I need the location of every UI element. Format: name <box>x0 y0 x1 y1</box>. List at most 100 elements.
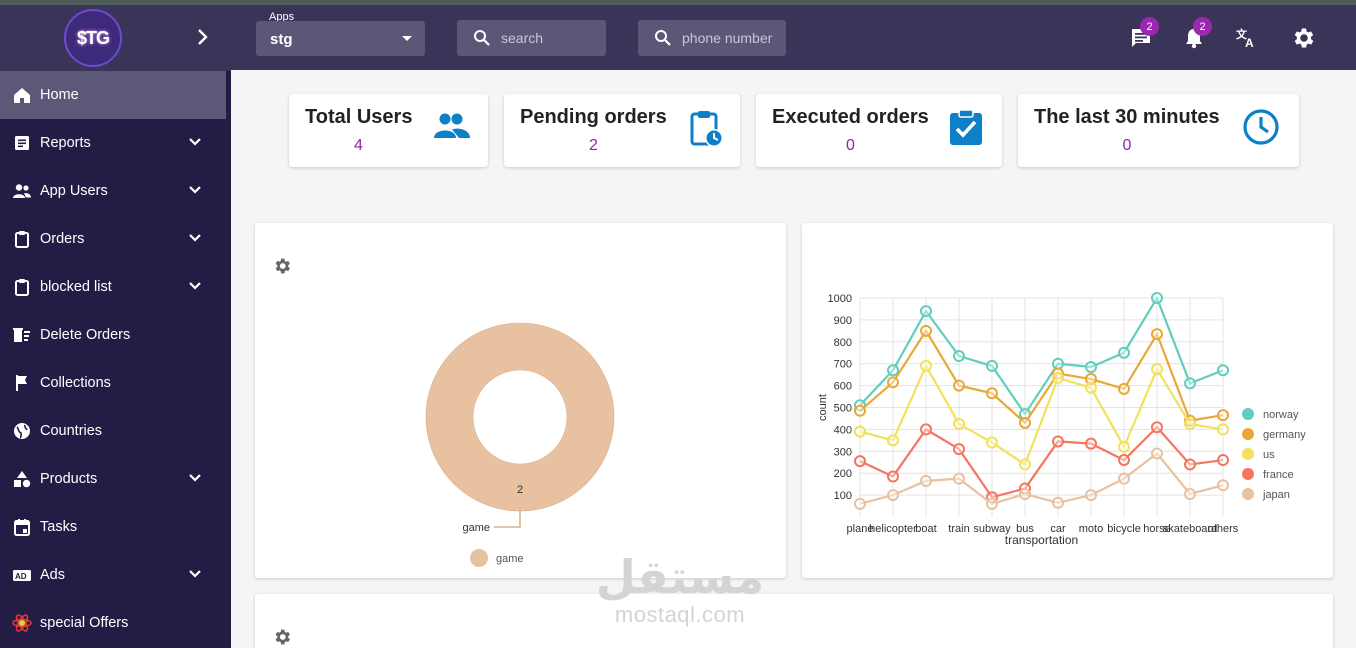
data-point-us <box>1085 381 1097 394</box>
notifications-button[interactable]: 2 <box>1181 17 1212 51</box>
dropdown-arrow-icon <box>402 36 412 41</box>
series-line-japan <box>859 451 1224 506</box>
chevron-down-icon[interactable] <box>188 279 202 295</box>
legend-label-japan: japan <box>1262 489 1290 501</box>
chevron-down-icon[interactable] <box>188 183 202 199</box>
data-point-japan <box>1217 479 1229 492</box>
stat-card-pending-orders: Pending orders 2 <box>504 94 740 167</box>
data-point-germany <box>854 404 866 417</box>
translate-icon: 文A <box>1236 27 1254 49</box>
data-point-france <box>887 470 899 483</box>
legend-label-norway: norway <box>1263 409 1299 421</box>
home-icon <box>12 85 32 105</box>
sidebar-item-blocked-list[interactable]: blocked list <box>0 263 231 311</box>
sidebar-item-reports[interactable]: Reports <box>0 119 231 167</box>
sidebar-item-ads[interactable]: AD Ads <box>0 551 231 599</box>
notifications-badge: 2 <box>1193 17 1212 36</box>
sidebar-item-label: Orders <box>40 231 85 247</box>
legend-swatch-japan <box>1242 488 1254 500</box>
data-point-us <box>953 417 965 430</box>
messages-badge: 2 <box>1140 17 1159 36</box>
stat-value: 2 <box>589 137 598 154</box>
gear-icon[interactable] <box>272 627 292 647</box>
messages-button[interactable]: 2 <box>1128 17 1159 51</box>
chevron-down-icon[interactable] <box>188 471 202 487</box>
data-point-us <box>986 436 998 449</box>
watermark: مستقل mostaql.com <box>595 552 765 628</box>
search-input[interactable]: search <box>457 20 606 56</box>
stat-card-executed-orders: Executed orders 0 <box>756 94 1002 167</box>
stat-card-the-last-30-minutes: The last 30 minutes 0 <box>1018 94 1299 167</box>
stat-title: Pending orders <box>520 106 667 128</box>
svg-text:A: A <box>1245 36 1254 49</box>
phone-number-input[interactable]: phone number <box>638 20 786 56</box>
clipboard-icon <box>12 229 32 249</box>
chevron-down-icon[interactable] <box>188 135 202 151</box>
stat-value: 4 <box>354 137 363 154</box>
top-strip <box>0 0 1356 5</box>
svg-text:文: 文 <box>1236 27 1248 41</box>
data-point-japan <box>920 474 932 487</box>
svg-text:AD: AD <box>15 572 27 581</box>
app-logo[interactable]: $TG <box>64 9 122 67</box>
stat-value: 0 <box>1122 137 1132 154</box>
stat-title: Total Users <box>305 106 413 128</box>
legend-label-us: us <box>1263 449 1275 461</box>
y-tick-label: 500 <box>834 403 852 415</box>
stat-card-total-users: Total Users 4 <box>289 94 488 167</box>
data-point-germany <box>920 324 932 337</box>
data-point-france <box>953 443 965 456</box>
chevron-down-icon[interactable] <box>188 231 202 247</box>
data-point-germany <box>1217 409 1229 422</box>
x-tick-label: car <box>1050 523 1066 535</box>
data-point-germany <box>1019 416 1031 429</box>
data-point-us <box>920 359 932 372</box>
legend-swatch-us <box>1242 448 1254 460</box>
sidebar-item-orders[interactable]: Orders <box>0 215 231 263</box>
x-tick-label: helicopter <box>869 523 917 535</box>
apps-label: Apps <box>269 11 295 23</box>
ad-icon: AD <box>12 565 32 585</box>
data-point-norway <box>953 350 965 363</box>
sidebar-toggle-chevron-icon[interactable] <box>196 27 210 52</box>
line-chart-card: 100 200 300 400 500 600 700 800 900 1000 plane heli… <box>802 223 1333 578</box>
apps-select-value: stg <box>270 31 293 48</box>
data-point-japan <box>1184 488 1196 501</box>
series-line-us <box>859 363 1224 467</box>
sidebar-item-tasks[interactable]: Tasks <box>0 503 231 551</box>
legend-swatch-germany <box>1242 428 1254 440</box>
sidebar-item-home[interactable]: Home <box>0 71 226 119</box>
data-point-us <box>1118 440 1130 453</box>
sidebar-item-special-offers[interactable]: special Offers <box>0 599 231 647</box>
y-tick-label: 900 <box>834 315 852 327</box>
data-point-japan <box>854 497 866 510</box>
data-point-germany <box>1118 382 1130 395</box>
gear-icon <box>1294 28 1314 48</box>
pending-clipboard-icon <box>690 111 723 147</box>
legend-label-france: france <box>1263 469 1294 481</box>
pie-legend-swatch <box>470 549 488 567</box>
sidebar: $TG Home Reports App Users Orders blocked li… <box>0 5 231 648</box>
gear-icon[interactable] <box>272 256 292 276</box>
sidebar-item-label: Tasks <box>40 519 78 535</box>
apps-select[interactable]: stg <box>256 21 425 56</box>
sidebar-item-products[interactable]: Products <box>0 455 231 503</box>
data-point-germany <box>1151 328 1163 341</box>
bottom-chart-card <box>255 594 1333 648</box>
users-icon <box>12 181 32 201</box>
sidebar-item-countries[interactable]: Countries <box>0 407 231 455</box>
series-line-norway <box>859 295 1224 417</box>
data-point-us <box>1019 458 1031 471</box>
chevron-down-icon[interactable] <box>188 567 202 583</box>
data-point-france <box>1217 454 1229 467</box>
legend-label-germany: germany <box>1263 429 1306 441</box>
legend-swatch-norway <box>1242 408 1254 420</box>
sidebar-item-collections[interactable]: Collections <box>0 359 231 407</box>
sidebar-item-delete-orders[interactable]: Delete Orders <box>0 311 231 359</box>
sidebar-item-app-users[interactable]: App Users <box>0 167 231 215</box>
sidebar-item-label: Products <box>40 471 98 487</box>
data-point-germany <box>953 379 965 392</box>
settings-button[interactable] <box>1291 25 1317 51</box>
